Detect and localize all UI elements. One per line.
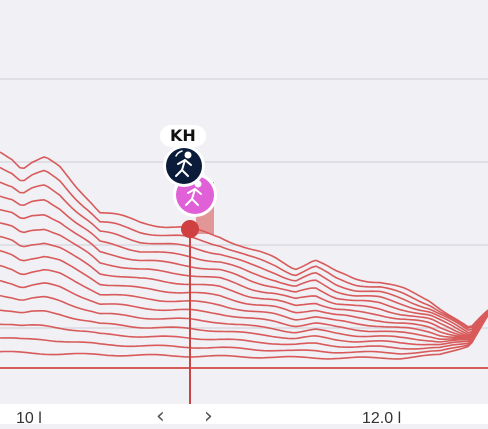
axis-right-label: 12.0 l (362, 410, 402, 427)
profile-line (0, 222, 488, 337)
runner-icon (185, 180, 202, 206)
athlete-initials-tag[interactable]: KH (160, 125, 206, 147)
profile-line (0, 314, 488, 350)
profile-line (0, 264, 488, 339)
profile-line (0, 235, 488, 338)
profile-line (0, 195, 488, 334)
axis-strip (0, 404, 488, 424)
profile-line (0, 249, 488, 339)
profile-line (0, 279, 488, 340)
profile-line (0, 314, 488, 360)
profile-line (0, 309, 488, 346)
profile-lines (0, 151, 488, 360)
profile-line (0, 294, 488, 343)
profile-line (0, 181, 488, 332)
profile-line (0, 314, 488, 355)
runner-icon (175, 150, 192, 177)
primary-avatar[interactable] (163, 145, 205, 187)
axis-left-label: 10 l (16, 410, 42, 427)
chevron-left-icon[interactable]: ‹ (156, 404, 165, 429)
profile-line (0, 166, 488, 329)
chevron-right-icon[interactable]: › (204, 404, 213, 429)
profile-line (0, 208, 488, 336)
position-marker[interactable] (181, 220, 199, 238)
profile-line (0, 151, 488, 328)
